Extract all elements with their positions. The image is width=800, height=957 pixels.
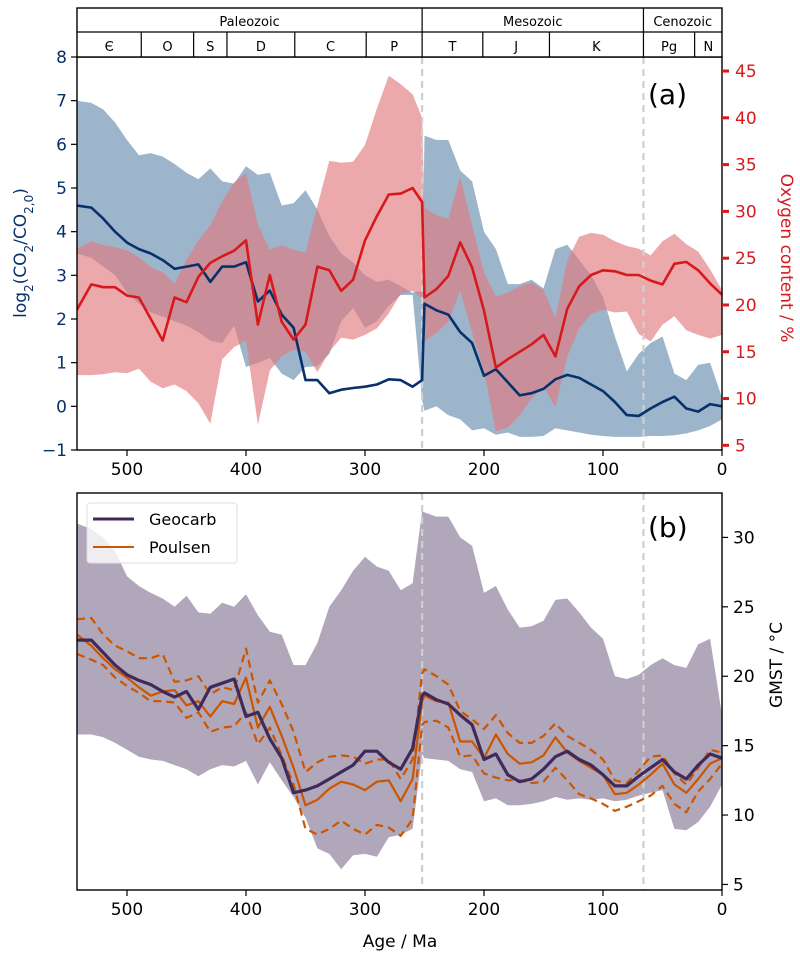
x-tick-label: 400	[230, 460, 262, 480]
panel-a-label: (a)	[648, 78, 687, 111]
x-tick-label: 100	[587, 460, 619, 480]
x-tick-label: 0	[717, 900, 728, 920]
period-label: T	[447, 40, 456, 55]
legend-geocarb-label: Geocarb	[149, 510, 216, 529]
x-tick-label: 300	[349, 900, 381, 920]
period-label: S	[206, 40, 214, 55]
co2-tick-label: 6	[56, 135, 67, 155]
co2-tick-label: 5	[56, 179, 67, 199]
geocarb-line	[77, 638, 722, 795]
oxygen-tick-label: 40	[735, 109, 757, 129]
oxygen-tick-label: 30	[735, 202, 757, 222]
gmst-tick-label: 5	[733, 875, 744, 895]
period-label: P	[390, 40, 398, 55]
oxygen-axis-label: Oxygen content / %	[776, 174, 796, 343]
panel-b-x-ticks: 500 400 300 200 100 0	[111, 890, 728, 920]
co2-tick-label: 2	[56, 310, 67, 330]
gmst-tick-label: 20	[733, 667, 755, 687]
oxygen-tick-label: 35	[735, 156, 757, 176]
co2-axis-label: log2(CO2/CO2,0)	[11, 188, 36, 318]
x-tick-label: 200	[468, 460, 500, 480]
oxygen-tick-label: 20	[735, 296, 757, 316]
x-tick-label: 300	[349, 460, 381, 480]
oxygen-tick-label: 45	[735, 62, 757, 82]
gmst-axis-ticks: 5 10 15 20 25 30	[722, 528, 755, 895]
period-label: O	[162, 40, 172, 55]
co2-tick-label: 0	[56, 397, 67, 417]
period-label: K	[592, 40, 601, 55]
era-label: Mesozoic	[503, 15, 562, 30]
co2-axis-ticks: −1 0 1 2 3 4 5 6 7 8	[42, 48, 77, 461]
poulsen-line	[77, 633, 722, 807]
x-tick-label: 400	[230, 900, 262, 920]
gmst-tick-label: 10	[733, 806, 755, 826]
panel-b-frame	[76, 492, 723, 891]
legend-poulsen-label: Poulsen	[149, 538, 211, 557]
poulsen-upper-dashed	[77, 616, 722, 786]
panel-b-gmst: 5 10 15 20 25 30 500 400 300 200 100 0 GMST / °C A…	[76, 492, 787, 952]
panel-a-co2-oxygen: Paleozoic Mesozoic Cenozoic Є O S D C P T J K Pg N −1…	[11, 7, 796, 480]
panel-a-x-ticks: 500 400 300 200 100 0	[111, 450, 728, 480]
period-label: C	[326, 40, 335, 55]
oxygen-tick-label: 15	[735, 343, 757, 363]
panel-b-label: (b)	[648, 511, 688, 544]
x-axis-label: Age / Ma	[363, 932, 438, 952]
co2-tick-label: 8	[56, 48, 67, 68]
co2-line	[77, 204, 722, 418]
oxygen-tick-label: 25	[735, 249, 757, 269]
poulsen-lower-dashed	[77, 652, 722, 838]
geologic-timescale: Paleozoic Mesozoic Cenozoic Є O S D C P T J K Pg N	[76, 7, 723, 58]
co2-tick-label: 7	[56, 92, 67, 112]
gmst-tick-label: 30	[733, 528, 755, 548]
co2-tick-label: 1	[56, 354, 67, 374]
period-label: J	[513, 40, 518, 55]
era-label: Paleozoic	[219, 15, 279, 30]
period-label: Pg	[661, 40, 677, 55]
period-label: N	[703, 40, 713, 55]
x-tick-label: 200	[468, 900, 500, 920]
oxygen-tick-label: 5	[735, 436, 746, 456]
co2-tick-label: 4	[56, 223, 67, 243]
oxygen-axis-ticks: 5 10 15 20 25 30 35 40 45	[722, 62, 757, 456]
x-tick-label: 500	[111, 900, 143, 920]
x-tick-label: 500	[111, 460, 143, 480]
gmst-tick-label: 15	[733, 737, 755, 757]
x-tick-label: 100	[587, 900, 619, 920]
period-label: D	[256, 40, 266, 55]
era-label: Cenozoic	[653, 15, 712, 30]
gmst-tick-label: 25	[733, 598, 755, 618]
geocarb-uncertainty-band	[77, 511, 722, 870]
legend: Geocarb Poulsen	[86, 502, 238, 564]
period-label: Є	[105, 40, 114, 55]
oxygen-uncertainty-band	[77, 75, 722, 432]
oxygen-line	[77, 186, 722, 370]
gmst-axis-label: GMST / °C	[767, 622, 787, 708]
oxygen-tick-label: 10	[735, 390, 757, 410]
co2-tick-label: −1	[42, 441, 67, 461]
co2-tick-label: 3	[56, 266, 67, 286]
x-tick-label: 0	[717, 460, 728, 480]
